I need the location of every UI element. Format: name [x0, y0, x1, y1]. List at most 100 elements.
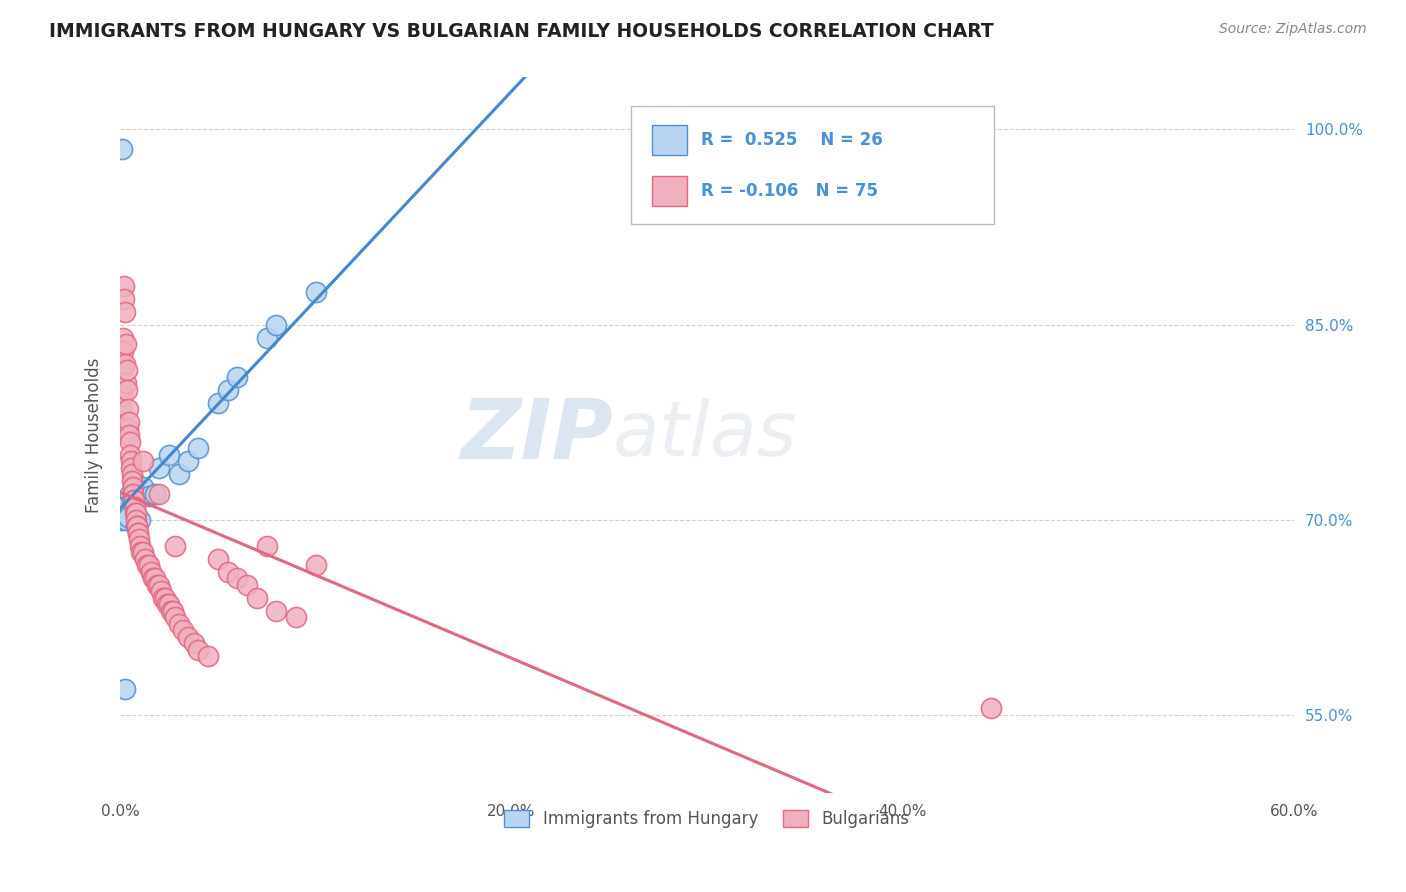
Point: [157, 597, 180, 611]
Point: [162, 604, 184, 618]
Point: [124, 506, 146, 520]
Point: [112, 500, 135, 514]
Point: [110, 383, 132, 397]
Point: [256, 330, 278, 344]
Point: [114, 357, 136, 371]
Point: [150, 584, 173, 599]
Point: [138, 489, 160, 503]
Point: [132, 454, 155, 468]
FancyBboxPatch shape: [630, 106, 994, 224]
Point: [117, 510, 139, 524]
Point: [236, 577, 259, 591]
Legend: Immigrants from Hungary, Bulgarians: Immigrants from Hungary, Bulgarians: [498, 803, 917, 834]
Point: [118, 428, 141, 442]
Point: [114, 512, 136, 526]
Point: [207, 395, 229, 409]
Point: [115, 376, 138, 390]
Point: [118, 415, 141, 429]
Point: [111, 389, 134, 403]
Point: [111, 506, 134, 520]
Point: [121, 467, 143, 481]
Point: [118, 486, 141, 500]
Point: [141, 565, 163, 579]
Point: [120, 460, 142, 475]
Point: [187, 642, 209, 657]
Point: [124, 500, 146, 514]
Point: [118, 434, 141, 449]
Point: [110, 402, 132, 417]
Point: [122, 493, 145, 508]
Point: [160, 604, 183, 618]
Point: [304, 558, 326, 573]
Point: [134, 551, 156, 566]
Text: atlas: atlas: [613, 398, 797, 472]
Point: [111, 357, 134, 371]
Point: [115, 363, 138, 377]
Point: [163, 539, 186, 553]
Point: [226, 369, 249, 384]
Point: [217, 383, 239, 397]
Point: [167, 616, 190, 631]
Point: [110, 512, 132, 526]
Point: [128, 532, 150, 546]
Text: ZIP: ZIP: [460, 394, 613, 475]
Text: IMMIGRANTS FROM HUNGARY VS BULGARIAN FAMILY HOUSEHOLDS CORRELATION CHART: IMMIGRANTS FROM HUNGARY VS BULGARIAN FAM…: [49, 22, 994, 41]
Point: [143, 571, 166, 585]
Text: R =  0.525    N = 26: R = 0.525 N = 26: [702, 130, 883, 149]
Point: [187, 441, 209, 455]
Point: [117, 402, 139, 417]
Point: [112, 292, 135, 306]
Point: [217, 565, 239, 579]
Point: [167, 467, 190, 481]
FancyBboxPatch shape: [652, 176, 688, 205]
Point: [148, 577, 170, 591]
Point: [197, 649, 219, 664]
Point: [266, 604, 288, 618]
Point: [121, 474, 143, 488]
Point: [256, 539, 278, 553]
Point: [121, 493, 143, 508]
Point: [136, 558, 159, 573]
Point: [285, 610, 308, 624]
Point: [246, 591, 269, 605]
Point: [980, 701, 1002, 715]
Point: [117, 383, 139, 397]
Point: [226, 571, 249, 585]
FancyBboxPatch shape: [652, 125, 688, 154]
Point: [114, 337, 136, 351]
Point: [117, 421, 139, 435]
Point: [122, 474, 145, 488]
Point: [163, 610, 186, 624]
Point: [124, 506, 146, 520]
Point: [132, 480, 155, 494]
Point: [127, 525, 149, 540]
Point: [172, 623, 194, 637]
Point: [111, 142, 134, 156]
Point: [125, 512, 148, 526]
Point: [304, 285, 326, 299]
Point: [157, 448, 180, 462]
Point: [143, 486, 166, 500]
Point: [114, 304, 136, 318]
Point: [132, 545, 155, 559]
Point: [121, 480, 143, 494]
Point: [207, 551, 229, 566]
Point: [177, 630, 200, 644]
Point: [266, 318, 288, 332]
Point: [122, 493, 145, 508]
Point: [148, 460, 170, 475]
Y-axis label: Family Households: Family Households: [86, 358, 103, 513]
Point: [114, 681, 136, 696]
Point: [111, 330, 134, 344]
Point: [124, 519, 146, 533]
Point: [125, 519, 148, 533]
Point: [153, 591, 176, 605]
Point: [142, 571, 165, 585]
Point: [127, 519, 149, 533]
Point: [112, 343, 135, 358]
Point: [148, 486, 170, 500]
Point: [152, 591, 174, 605]
Point: [122, 486, 145, 500]
Point: [138, 558, 160, 573]
Point: [112, 278, 135, 293]
